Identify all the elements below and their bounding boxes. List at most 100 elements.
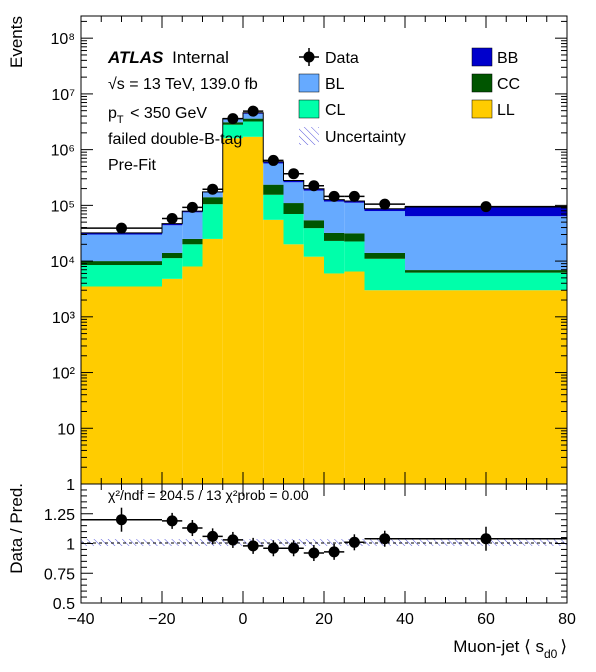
data-points-main — [81, 105, 567, 234]
ratio-y-axis-ticks: 0.5 0.75 1 1.25 — [44, 483, 567, 613]
legend-data-label: Data — [325, 50, 359, 67]
bar-cl-1 — [162, 258, 183, 279]
bar-bb-7 — [283, 180, 304, 183]
ratio-y-tick-label-3: 1.25 — [44, 507, 75, 524]
atlas-suffix: Internal — [172, 48, 229, 67]
bar-cc-11 — [364, 252, 405, 259]
ratio-y-axis-label: Data / Pred. — [7, 483, 26, 574]
bar-ll-12 — [405, 290, 567, 484]
main-x-axis-ticks — [80, 16, 568, 484]
bar-ll-7 — [283, 244, 304, 484]
bar-ll-10 — [344, 271, 365, 484]
series-ll — [81, 136, 567, 485]
x-tick-label-6: 80 — [558, 611, 576, 628]
main-y-tick-label-4: 10⁴ — [50, 254, 75, 271]
data-point-4 — [222, 113, 243, 125]
legend-bb-label: BB — [497, 50, 518, 67]
bar-cl-10 — [344, 241, 365, 272]
ratio-point-10 — [344, 534, 365, 551]
bar-cl-11 — [364, 258, 405, 291]
ratio-point-6 — [263, 540, 284, 557]
data-point-6 — [263, 154, 284, 166]
bar-bl-12 — [405, 216, 567, 271]
legend-cc-label: CC — [497, 76, 520, 93]
bar-bl-1 — [162, 225, 183, 253]
bar-cc-6 — [263, 184, 284, 195]
bar-cc-9 — [324, 232, 345, 241]
legend-ll-label: LL — [497, 102, 515, 119]
bar-cl-5 — [243, 121, 264, 137]
bar-cc-12 — [405, 270, 567, 273]
ratio-point-11 — [364, 530, 405, 547]
bar-ll-3 — [202, 238, 223, 484]
legend-uncertainty-label: Uncertainty — [325, 129, 406, 146]
data-point-9 — [324, 190, 345, 202]
bar-cl-0 — [81, 265, 162, 287]
bar-cl-7 — [283, 213, 304, 245]
bar-cc-0 — [81, 261, 162, 266]
bar-bb-0 — [81, 232, 162, 235]
legend-bl-label: BL — [325, 76, 345, 93]
main-y-tick-label-0: 1 — [66, 477, 75, 494]
legend-cl-label: CL — [325, 102, 346, 119]
legend-bl-swatch — [298, 73, 320, 93]
bar-bl-11 — [364, 211, 405, 253]
ratio-point-12 — [405, 526, 567, 551]
main-y-tick-label-2: 10² — [52, 366, 76, 383]
ratio-stats-label: χ²/ndf = 204.5 / 13 χ²prob = 0.00 — [108, 487, 309, 503]
main-y-tick-label-8: 10⁸ — [50, 31, 75, 48]
bar-cl-6 — [263, 194, 284, 220]
data-point-2 — [182, 201, 203, 213]
data-point-1 — [162, 213, 183, 225]
bar-bl-9 — [324, 201, 345, 233]
bar-ll-2 — [182, 266, 203, 484]
ratio-y-tick-label-1: 0.75 — [44, 566, 75, 583]
bar-ll-1 — [162, 278, 183, 484]
bar-cl-9 — [324, 240, 345, 274]
bar-ll-4 — [222, 138, 243, 485]
data-point-10 — [344, 190, 365, 202]
svg-text:ATLAS Internal: ATLAS Internal — [107, 48, 229, 67]
x-tick-label-1: −20 — [148, 611, 175, 628]
ratio-x-axis-ticks: −40 −20 0 20 40 60 80 — [67, 484, 576, 628]
series-bl — [81, 113, 567, 271]
bar-ll-9 — [324, 273, 345, 484]
bar-cc-1 — [162, 252, 183, 259]
data-point-12 — [405, 201, 567, 213]
main-y-axis-label: Events — [7, 16, 26, 68]
main-y-tick-label-6: 10⁶ — [51, 143, 75, 160]
x-axis-label: Muon-jet ⟨ sd0 ⟩ — [453, 637, 567, 661]
energy-lumi-label: √s = 13 TeV, 139.0 fb — [108, 76, 258, 93]
bar-ll-8 — [303, 256, 324, 484]
bar-bl-6 — [263, 163, 284, 185]
data-point-5 — [243, 105, 264, 117]
ratio-point-0 — [81, 507, 162, 532]
bar-ll-6 — [263, 219, 284, 485]
ratio-point-3 — [202, 528, 223, 545]
bar-ll-5 — [243, 136, 264, 484]
legend-ll-swatch — [471, 99, 493, 119]
bar-cc-2 — [182, 238, 203, 245]
bar-cl-3 — [202, 204, 223, 239]
ratio-point-1 — [162, 512, 183, 529]
ratio-point-7 — [283, 540, 304, 557]
x-axis-label-close: ⟩ — [560, 637, 567, 656]
main-y-tick-label-7: 10⁷ — [51, 87, 75, 104]
ratio-point-8 — [303, 545, 324, 562]
legend-cc-swatch — [471, 73, 493, 93]
bar-bl-3 — [202, 192, 223, 198]
main-y-tick-label-3: 10³ — [52, 310, 76, 327]
x-axis-label-main: Muon-jet ⟨ s — [453, 637, 544, 656]
bar-cc-5 — [243, 118, 264, 122]
atlas-info: ATLAS Internal √s = 13 TeV, 139.0 fb pT … — [107, 48, 258, 174]
bar-cl-12 — [405, 272, 567, 291]
bar-bl-7 — [283, 182, 304, 204]
legend-data-marker — [299, 48, 319, 66]
ratio-point-9 — [324, 543, 345, 560]
bar-cc-7 — [283, 203, 304, 214]
bar-cl-2 — [182, 244, 203, 267]
main-y-tick-label-5: 10⁵ — [51, 198, 75, 215]
bar-ll-11 — [364, 290, 405, 484]
ratio-point-4 — [222, 531, 243, 548]
